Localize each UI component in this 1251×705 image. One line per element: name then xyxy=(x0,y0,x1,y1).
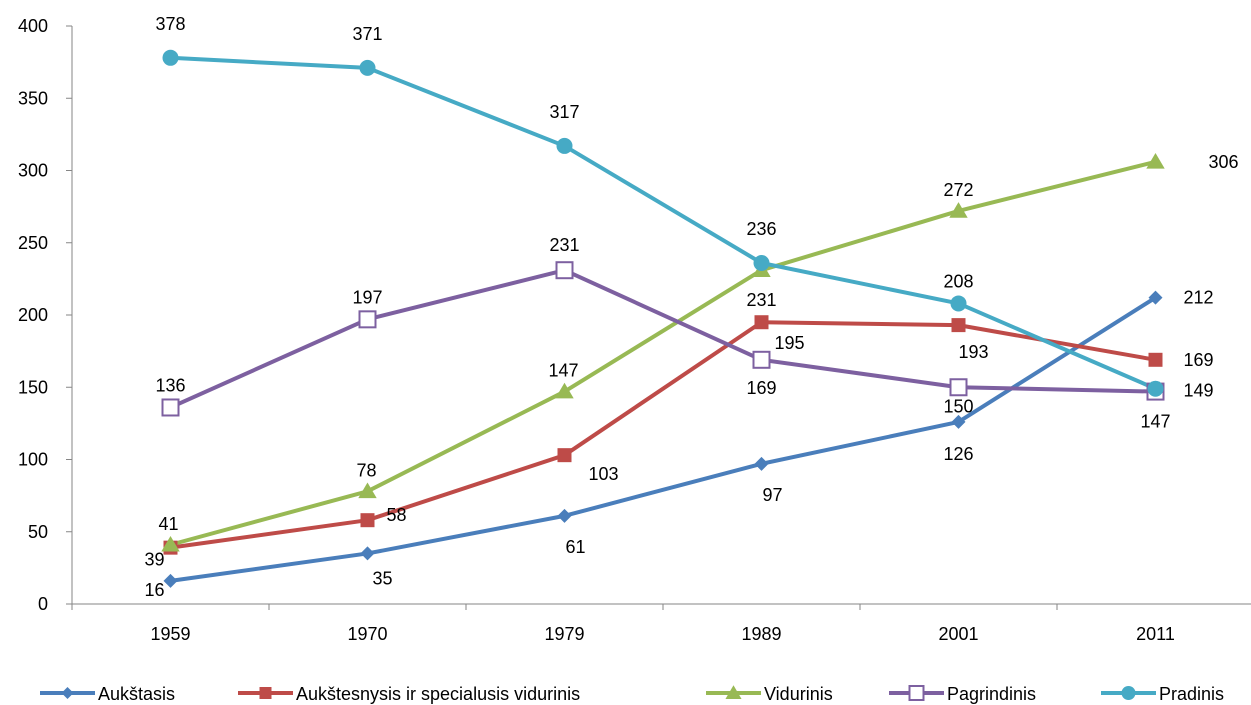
series-line xyxy=(168,295,1158,583)
data-label: 147 xyxy=(548,361,578,381)
data-label: 169 xyxy=(1184,350,1214,370)
data-label: 317 xyxy=(549,102,579,122)
y-tick-label: 400 xyxy=(18,16,48,36)
data-point xyxy=(1147,380,1164,397)
y-tick-label: 350 xyxy=(18,88,48,108)
legend-marker xyxy=(61,687,74,699)
legend-marker xyxy=(725,685,742,699)
data-label: 97 xyxy=(762,485,782,505)
data-label: 126 xyxy=(943,444,973,464)
data-label: 150 xyxy=(943,396,973,416)
data-label: 147 xyxy=(1140,412,1170,432)
data-point xyxy=(556,137,573,154)
series-line xyxy=(168,55,1158,391)
data-point xyxy=(557,508,572,523)
y-tick-label: 50 xyxy=(28,522,48,542)
data-point xyxy=(1148,352,1163,367)
x-tick-label: 2011 xyxy=(1136,624,1175,644)
data-label: 371 xyxy=(352,24,382,44)
data-point xyxy=(949,202,968,218)
data-label: 236 xyxy=(746,219,776,239)
y-tick-label: 0 xyxy=(38,594,48,614)
data-point xyxy=(358,482,377,499)
legend-marker xyxy=(259,687,272,699)
data-labels: 16 35 61 97 126 212 39 58 103 195 193 169 41 78 147 231… xyxy=(144,14,1238,600)
data-label: 103 xyxy=(588,464,618,484)
data-point xyxy=(555,382,574,399)
data-label: 16 xyxy=(144,580,164,600)
data-label: 41 xyxy=(158,514,178,534)
data-point xyxy=(557,448,572,463)
data-label: 195 xyxy=(774,333,804,353)
data-point xyxy=(1148,290,1163,305)
x-tick-label: 1979 xyxy=(544,624,584,644)
data-label: 231 xyxy=(549,235,579,255)
data-point xyxy=(754,456,769,471)
y-tick-label: 250 xyxy=(18,233,48,253)
legend-marker xyxy=(908,685,925,701)
legend-label: Vidurinis xyxy=(764,684,833,704)
data-point xyxy=(360,546,375,561)
data-point xyxy=(358,310,377,329)
data-point xyxy=(754,315,769,330)
data-label: 378 xyxy=(155,14,185,34)
legend: Aukštasis Aukštesnysis ir specialusis vid… xyxy=(40,684,1224,704)
data-label: 306 xyxy=(1209,152,1239,172)
data-point xyxy=(752,350,771,369)
data-label: 231 xyxy=(746,290,776,310)
axes: 0 50 100 150 200 250 300 350 400 1959 1970 1979 1989… xyxy=(18,16,1251,644)
series-lines xyxy=(168,55,1158,583)
data-label: 197 xyxy=(352,287,382,307)
x-tick-label: 1989 xyxy=(741,624,781,644)
x-tick-label: 1959 xyxy=(150,624,190,644)
data-point xyxy=(1146,153,1165,169)
data-label: 193 xyxy=(958,342,988,362)
data-label: 169 xyxy=(746,378,776,398)
data-point xyxy=(161,535,180,552)
data-label: 61 xyxy=(565,537,585,557)
data-point xyxy=(163,573,178,588)
data-point xyxy=(753,254,770,271)
series-line xyxy=(168,268,1158,410)
data-point xyxy=(951,414,966,429)
data-point xyxy=(359,59,376,76)
x-tick-label: 2001 xyxy=(938,624,978,644)
data-label: 58 xyxy=(386,505,406,525)
data-label: 35 xyxy=(372,568,392,588)
y-tick-label: 300 xyxy=(18,161,48,181)
y-tick-label: 200 xyxy=(18,305,48,325)
data-point xyxy=(950,295,967,312)
x-tick-label: 1970 xyxy=(347,624,387,644)
data-point xyxy=(360,513,375,528)
data-label: 39 xyxy=(144,550,164,570)
data-point xyxy=(555,261,574,280)
data-point xyxy=(162,49,179,66)
data-label: 208 xyxy=(943,271,973,291)
data-label: 212 xyxy=(1184,288,1214,308)
series-markers xyxy=(161,49,1165,588)
series-line xyxy=(168,320,1158,550)
legend-label: Aukštasis xyxy=(98,684,175,704)
data-label: 78 xyxy=(356,460,376,480)
y-tick-label: 100 xyxy=(18,450,48,470)
data-label: 149 xyxy=(1184,381,1214,401)
data-label: 272 xyxy=(943,180,973,200)
legend-label: Pagrindinis xyxy=(947,684,1036,704)
y-tick-label: 150 xyxy=(18,377,48,397)
data-point xyxy=(949,378,968,397)
data-label: 136 xyxy=(155,375,185,395)
series-line xyxy=(168,159,1158,547)
data-point xyxy=(951,318,966,333)
legend-label: Aukštesnysis ir specialusis vidurinis xyxy=(296,684,580,704)
legend-label: Pradinis xyxy=(1159,684,1224,704)
data-point xyxy=(161,398,180,417)
legend-marker xyxy=(1121,686,1136,700)
